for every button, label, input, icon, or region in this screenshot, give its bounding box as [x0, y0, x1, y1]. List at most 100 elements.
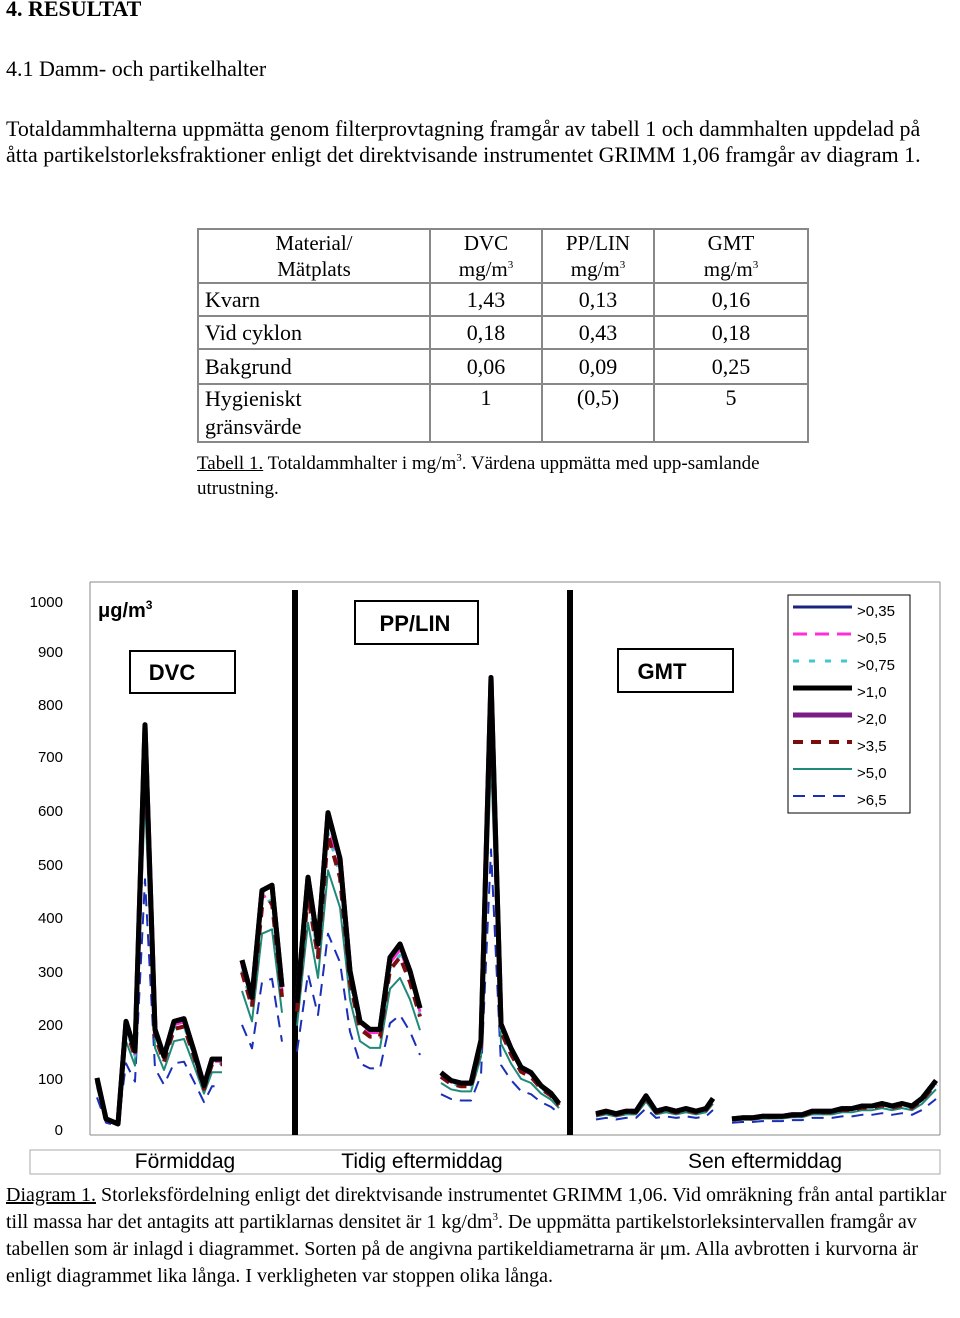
header-dvc: DVC mg/m3 [429, 228, 543, 284]
series-line [731, 1098, 937, 1124]
legend-label: >0,5 [857, 630, 887, 647]
y-tick-label: 400 [38, 910, 63, 927]
series-line [731, 1078, 938, 1122]
header-dvc-unit: mg/m3 [458, 257, 514, 281]
cell-dvc: 1,43 [429, 282, 543, 317]
y-tick-label: 500 [38, 857, 63, 874]
cell-gmt: 0,18 [653, 315, 809, 350]
y-tick-label: 700 [38, 749, 63, 766]
section-box-pplin [354, 600, 479, 645]
section-box-gmt [617, 648, 734, 693]
series-line [595, 1093, 716, 1117]
series-line [95, 723, 222, 1126]
cell-gmt: 5 [653, 383, 809, 443]
header-material: Material/ Mätplats [197, 228, 431, 284]
series-line [296, 932, 421, 1070]
series-line [439, 675, 561, 1106]
legend-label: >0,35 [857, 603, 895, 620]
y-tick-label: 800 [38, 697, 63, 714]
series-line [241, 977, 283, 1050]
row-label: Hygieniskt gränsvärde [197, 383, 431, 443]
cell-pplin: 0,43 [541, 315, 655, 350]
y-tick-label: 1000 [30, 594, 63, 611]
diagram-caption: Diagram 1. Storleksfördelning enligt det… [6, 1184, 947, 1287]
header-material-l1: Material/ [275, 231, 353, 255]
series-layer [94, 675, 938, 1127]
series-line [440, 756, 560, 1109]
legend-label: >6,5 [857, 792, 887, 809]
intro-paragraph: Totaldammhalterna uppmätta genom filterp… [6, 116, 921, 167]
header-gmt-l1: GMT [707, 231, 755, 255]
table-caption: Tabell 1. Totaldammhalter i mg/m3. Värde… [197, 452, 760, 500]
x-label-morning: Förmiddag [135, 1150, 235, 1173]
y-tick-label: 0 [55, 1122, 63, 1139]
y-tick-label: 200 [38, 1017, 63, 1034]
series-line [95, 750, 222, 1127]
series-line [94, 722, 222, 1127]
cell-dvc: 0,06 [429, 348, 543, 385]
header-gmt-unit: mg/m3 [703, 257, 759, 281]
subsection-heading: 4.1 Damm- och partikelhalter [6, 56, 267, 81]
section-label-gmt: GMT [638, 659, 687, 684]
table-row: Bakgrund 0,06 0,09 0,25 [197, 348, 809, 385]
cell-gmt: 0,16 [653, 282, 809, 317]
cell-pplin: 0,09 [541, 348, 655, 385]
header-pplin-l1: PP/LIN [565, 231, 631, 255]
header-pplin-unit: mg/m3 [570, 257, 626, 281]
legend-label: >2,0 [857, 711, 887, 728]
row-label-l1: Hygieniskt [205, 386, 302, 411]
section-heading: 4. RESULTAT [6, 0, 142, 21]
row-label: Vid cyklon [197, 315, 431, 350]
cell-dvc: 1 [429, 383, 543, 443]
table-row: Hygieniskt gränsvärde 1 (0,5) 5 [197, 383, 809, 443]
legend-label: >1,0 [857, 684, 887, 701]
header-dvc-l1: DVC [463, 231, 509, 255]
series-line [295, 833, 422, 1039]
series-line [294, 810, 423, 1032]
x-label-bar [29, 1149, 941, 1175]
table-caption-ref: Tabell 1. [197, 453, 264, 474]
series-line [241, 928, 283, 1023]
section-label-pplin: PP/LIN [380, 611, 451, 636]
series-line [295, 830, 422, 1038]
cell-pplin: 0,13 [541, 282, 655, 317]
series-line [95, 735, 222, 1126]
series-line [595, 1107, 714, 1121]
section-label-dvc: DVC [149, 660, 196, 685]
x-label-late-afternoon: Sen eftermiddag [688, 1150, 842, 1173]
row-label-l2: gränsvärde [205, 414, 302, 439]
header-pplin: PP/LIN mg/m3 [541, 228, 655, 284]
x-label-early-afternoon: Tidig eftermiddag [341, 1150, 502, 1173]
legend-box [787, 594, 911, 814]
series-line [439, 706, 561, 1107]
row-label: Bakgrund [197, 348, 431, 385]
cell-pplin: (0,5) [541, 383, 655, 443]
series-line [240, 900, 284, 1009]
legend: >0,35 >0,5 >0,75 >1,0 >2,0 >3,5 >5,0 >6,5 [793, 603, 895, 809]
row-label: Kvarn [197, 282, 431, 317]
y-tick-label: 100 [38, 1071, 63, 1088]
series-line [95, 747, 222, 1126]
y-tick-label: 900 [38, 644, 63, 661]
legend-label: >3,5 [857, 738, 887, 755]
diagram-caption-ref: Diagram 1. [6, 1184, 96, 1206]
series-line [440, 848, 560, 1114]
series-line [239, 882, 285, 1000]
table-row: Kvarn 1,43 0,13 0,16 [197, 282, 809, 317]
table-header-row: Material/ Mätplats DVC mg/m3 PP/LIN mg/m… [197, 228, 809, 284]
dust-table: Material/ Mätplats DVC mg/m3 PP/LIN mg/m… [197, 228, 809, 443]
y-tick-label: 600 [38, 803, 63, 820]
cell-gmt: 0,25 [653, 348, 809, 385]
series-line [296, 869, 421, 1049]
legend-label: >5,0 [857, 765, 887, 782]
table-row: Vid cyklon 0,18 0,43 0,18 [197, 315, 809, 350]
header-gmt: GMT mg/m3 [653, 228, 809, 284]
y-unit-label: μg/m3 [98, 598, 153, 622]
header-material-l2: Mätplats [277, 257, 351, 281]
y-tick-label: 300 [38, 964, 63, 981]
series-line [94, 722, 222, 1127]
cell-dvc: 0,18 [429, 315, 543, 350]
section-box-dvc [129, 650, 236, 694]
